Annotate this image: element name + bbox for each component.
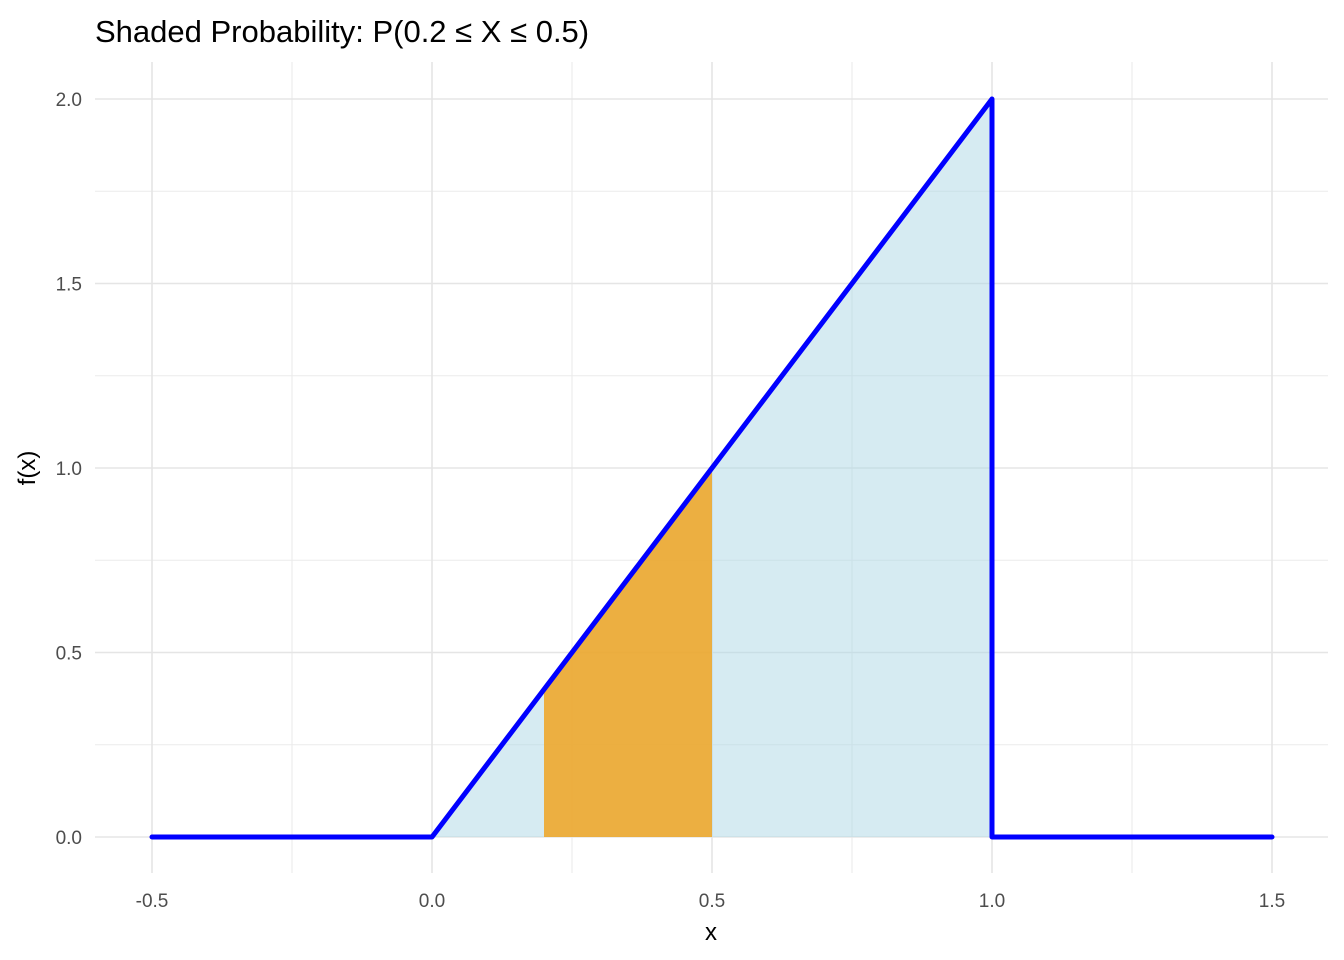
- chart-title: Shaded Probability: P(0.2 ≤ X ≤ 0.5): [95, 14, 589, 49]
- x-axis-title: x: [705, 919, 717, 946]
- y-tick-label: 0.5: [56, 644, 82, 665]
- x-axis-ticks: -0.5 0.0 0.5 1.0 1.5: [136, 891, 1286, 912]
- x-tick-label: 1.0: [979, 891, 1005, 912]
- x-tick-label: 1.5: [1259, 891, 1285, 912]
- x-tick-label: -0.5: [136, 891, 169, 912]
- y-tick-label: 0.0: [56, 828, 82, 849]
- y-tick-label: 1.0: [56, 459, 82, 480]
- x-tick-label: 0.0: [419, 891, 445, 912]
- x-tick-label: 0.5: [699, 891, 725, 912]
- y-axis-title: f(x): [14, 451, 41, 486]
- y-tick-label: 1.5: [56, 275, 82, 296]
- y-tick-label: 2.0: [56, 90, 82, 111]
- line-layer: [149, 96, 1275, 840]
- y-axis-ticks: 0.0 0.5 1.0 1.5 2.0: [56, 90, 82, 849]
- density-line: [149, 96, 1275, 840]
- shaded-probability-area: [544, 468, 712, 837]
